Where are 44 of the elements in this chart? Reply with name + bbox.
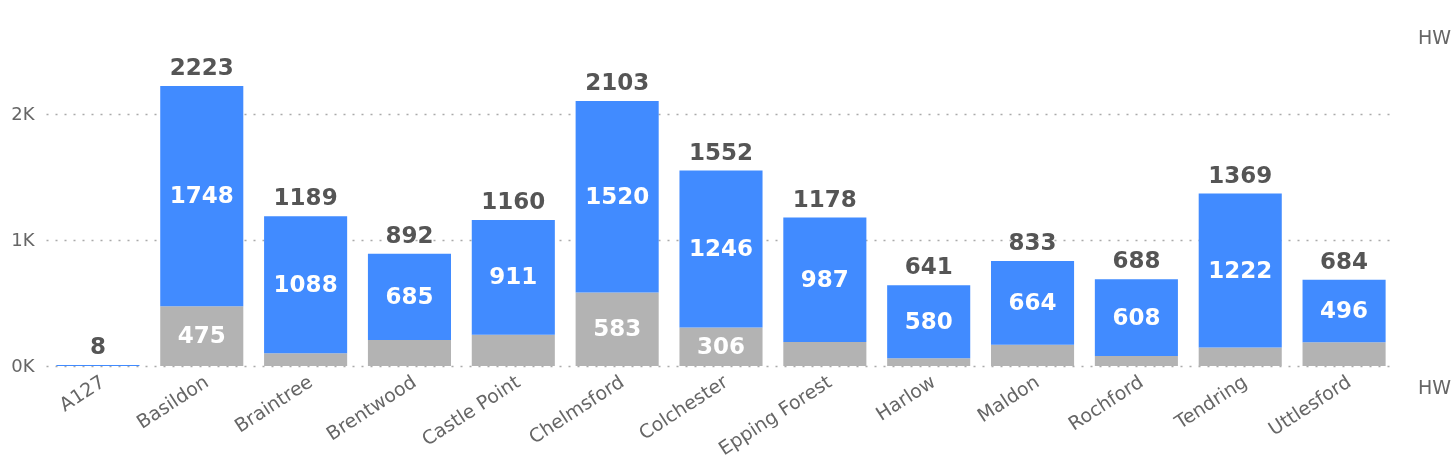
- total-label: 1552: [688, 138, 754, 165]
- data-label: 1088: [273, 270, 338, 297]
- bar: [991, 261, 1075, 345]
- y-tick-label: 1K: [11, 228, 36, 250]
- bar: [575, 101, 659, 293]
- data-label: 1520: [585, 182, 650, 209]
- text: HW: [1417, 376, 1451, 398]
- data-label: 685: [385, 282, 434, 309]
- data-label: 1222: [1208, 256, 1273, 283]
- bar: [160, 86, 244, 307]
- y-tick-label: 2K: [11, 102, 36, 124]
- data-label: 911: [489, 263, 538, 290]
- bar: [1198, 193, 1282, 348]
- total-label: 1189: [273, 184, 338, 211]
- total-label: 2223: [169, 54, 234, 80]
- total-label: 1178: [792, 185, 857, 212]
- data-label: 608: [1112, 303, 1161, 330]
- bar: [471, 219, 555, 335]
- data-label: 664: [1008, 288, 1057, 315]
- data-label: 475: [177, 322, 226, 349]
- total-label: 8: [89, 332, 106, 359]
- data-label: 1748: [169, 182, 234, 209]
- data-label: 496: [1320, 297, 1369, 324]
- text: HW: [1417, 26, 1451, 48]
- data-label: 580: [904, 307, 953, 334]
- y-tick-label: 0K: [11, 354, 36, 376]
- total-label: 688: [1112, 247, 1161, 274]
- data-label: 987: [800, 265, 849, 292]
- bar: [783, 217, 867, 342]
- bar: [264, 216, 348, 354]
- total-label: 684: [1320, 247, 1369, 274]
- total-label: 1369: [1208, 161, 1273, 188]
- data-label: 1246: [688, 234, 754, 261]
- total-label: 2103: [585, 69, 650, 96]
- total-label: 892: [385, 221, 434, 248]
- data-label: 306: [696, 332, 746, 359]
- total-label: 833: [1008, 229, 1057, 256]
- total-label: 641: [904, 253, 953, 280]
- bar: [367, 253, 451, 340]
- bar: [887, 285, 971, 359]
- total-label: 1160: [481, 187, 546, 214]
- data-label: 583: [593, 315, 642, 342]
- bar: [1094, 279, 1178, 356]
- bar: [679, 170, 763, 328]
